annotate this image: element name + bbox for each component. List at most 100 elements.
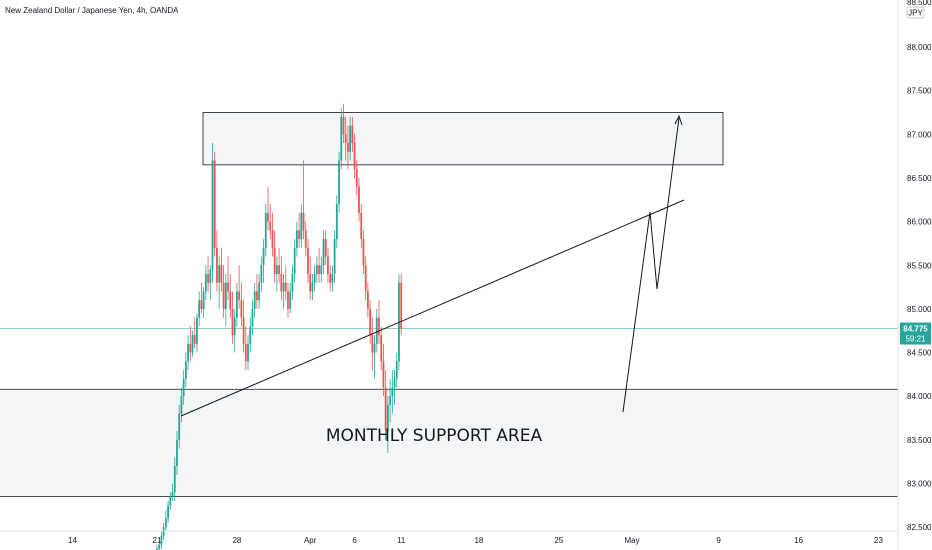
candle-body [320,265,323,274]
countdown-timer: 59:21 [905,335,926,344]
ascending-trendline [180,199,685,417]
candle-body [202,291,205,309]
projection-arrowhead [674,114,683,126]
candle-body [182,378,185,397]
candle-body [291,273,294,292]
candle-body [349,125,352,152]
candle-body [171,492,174,497]
candle-body [238,291,241,301]
price-tick-label: 87.000 [907,130,932,139]
candle-body [338,160,340,205]
candle-body [322,239,325,266]
candle-body [353,143,356,170]
time-tick-label: 28 [232,536,241,545]
candle-body [307,247,309,274]
candle-body [211,160,214,270]
candle-body [371,335,374,353]
time-tick-label: May [625,536,640,545]
candle-body [289,291,292,309]
support-area-label: MONTHLY SUPPORT AREA [326,426,543,446]
price-tick-label: 83.500 [907,436,932,445]
candle-body [386,404,389,432]
price-tick-label: 85.000 [907,305,932,314]
candle-body [216,247,218,283]
time-tick-label: 25 [554,536,563,545]
time-tick-label: 9 [716,536,721,545]
candle-body [167,505,169,519]
candle-body [335,204,338,240]
candle-body [351,125,354,144]
candle-body [240,300,243,318]
candle-body [262,247,265,266]
candles-layer [156,103,403,550]
price-tick-label: 86.000 [907,218,932,227]
zones-layer [0,112,898,497]
candle-body [180,396,183,414]
price-tick-label: 84.500 [907,349,932,358]
candle-body [236,291,238,318]
candle-body [340,116,343,161]
candle-body [315,265,318,274]
candle-body [400,282,403,329]
candle-body [200,300,203,309]
candle-body [233,317,236,336]
candle-body [258,282,261,301]
candle-body [329,273,332,283]
candle-body [393,378,396,388]
price-tick-label: 84.000 [907,392,932,401]
candle-body [287,291,289,309]
candle-body [342,116,345,135]
price-tick-label: 86.500 [907,174,932,183]
candle-body [369,308,372,336]
candle-body [247,343,249,362]
candle-body [360,212,363,240]
support-zone [0,389,898,497]
candle-body [222,282,225,309]
price-tick-label: 87.500 [907,87,932,96]
candle-body [191,335,194,353]
candle-body [229,291,232,309]
currency-badge [906,6,925,19]
chart-title: New Zealand Dollar / Japanese Yen, 4h, O… [5,6,179,15]
candle-body [362,239,365,266]
time-tick-label: 21 [153,536,162,545]
candle-body [227,282,229,292]
candle-body [382,361,385,388]
candle-body [242,317,245,344]
candle-body [375,317,378,344]
candle-body [158,544,161,549]
currency-badge-label: JPY [908,9,923,18]
candle-body [313,273,316,283]
candle-body [209,269,212,283]
candle-body [344,134,347,144]
price-tick-label: 82.500 [907,523,932,532]
projection-path [622,117,680,413]
current-price-tag [900,322,931,345]
candle-body [331,273,334,283]
candle-body [213,160,216,248]
current-price-value: 84.775 [903,325,928,334]
candle-body [164,518,167,528]
candle-body [224,282,227,309]
price-tick-label: 83.000 [907,480,932,489]
candle-body [176,439,178,467]
candle-body [189,343,192,353]
candle-body [275,265,278,274]
candle-body [358,186,360,213]
time-tick-label: 23 [874,536,883,545]
candle-body [309,273,312,292]
candle-body [256,291,258,301]
time-tick-label: 6 [352,536,357,545]
drawings-layer [180,114,685,417]
candle-body [260,265,263,283]
candle-body [162,527,165,536]
candle-body [327,256,329,274]
candle-body [304,230,307,248]
candle-body [156,548,158,550]
candle-body [249,326,252,344]
candle-body [196,317,198,344]
candle-body [373,343,376,353]
candle-body [318,265,320,274]
candle-body [173,466,176,493]
